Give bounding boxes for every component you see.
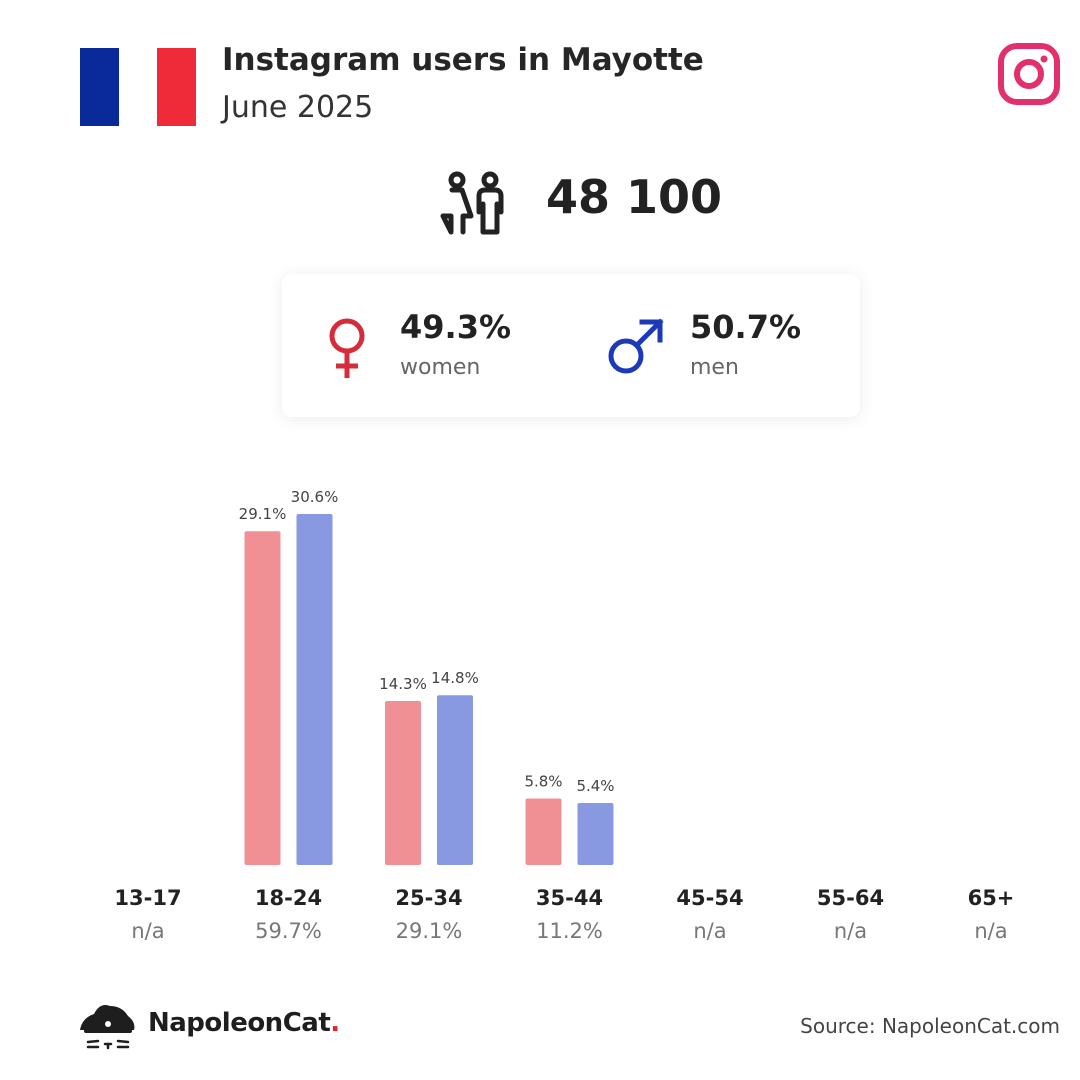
- instagram-icon: [998, 43, 1060, 105]
- age-group-total: n/a: [131, 919, 164, 943]
- age-group-total: 11.2%: [536, 919, 603, 943]
- bar-value-label: 30.6%: [291, 488, 339, 506]
- bar-35-44-s0: [525, 798, 562, 865]
- female-symbol-icon: [329, 318, 365, 378]
- brand-dot: .: [330, 1008, 340, 1038]
- bar-35-44-s1: [577, 803, 614, 865]
- age-group-label: 18-24: [255, 886, 322, 910]
- male-symbol-icon: [608, 318, 664, 374]
- men-label: men: [690, 355, 739, 380]
- napoleoncat-logo-icon: [80, 1005, 135, 1050]
- flag-stripe-red: [157, 48, 197, 126]
- bar-18-24-s0: [244, 531, 281, 865]
- flag-stripe-blue: [80, 48, 119, 126]
- page-subtitle: June 2025: [222, 90, 374, 125]
- age-group-label: 13-17: [114, 886, 181, 910]
- women-percentage: 49.3%: [400, 308, 512, 346]
- bar-value-label: 5.8%: [524, 772, 562, 790]
- country-flag: [80, 48, 197, 126]
- age-group-label: 35-44: [536, 886, 603, 910]
- age-group-total: 59.7%: [255, 919, 322, 943]
- age-group-label: 65+: [968, 886, 1015, 910]
- age-group-total: n/a: [834, 919, 867, 943]
- bar-value-label: 29.1%: [239, 505, 287, 523]
- age-group-label: 55-64: [817, 886, 884, 910]
- brand-name: NapoleonCat.: [148, 1008, 340, 1038]
- bar-25-34-s0: [385, 700, 421, 865]
- bar-value-label: 14.8%: [431, 669, 479, 687]
- women-label: women: [400, 355, 481, 380]
- flag-stripe-white: [118, 48, 158, 126]
- people-icon: [440, 171, 504, 235]
- age-group-total: n/a: [693, 919, 726, 943]
- age-group-label: 25-34: [395, 886, 462, 910]
- source-credit: Source: NapoleonCat.com: [800, 1014, 1060, 1038]
- age-group-total: n/a: [974, 919, 1007, 943]
- age-group-total: 29.1%: [396, 919, 463, 943]
- gender-split-card: 49.3% women 50.7% men: [282, 274, 860, 417]
- bar-18-24-s1: [296, 514, 333, 865]
- page-title: Instagram users in Mayotte: [222, 42, 704, 78]
- total-users-value: 48 100: [546, 170, 723, 224]
- age-group-label: 45-54: [676, 886, 743, 910]
- brand-name-text: NapoleonCat: [148, 1008, 331, 1038]
- men-percentage: 50.7%: [690, 308, 802, 346]
- bar-value-label: 14.3%: [379, 675, 427, 693]
- bar-value-label: 5.4%: [576, 777, 614, 795]
- bar-25-34-s1: [437, 695, 473, 865]
